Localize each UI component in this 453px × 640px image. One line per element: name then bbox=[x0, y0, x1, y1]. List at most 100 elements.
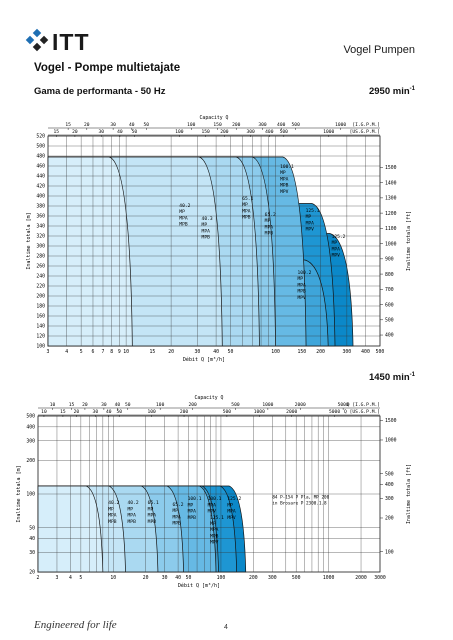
y-right-tick-label: 100 bbox=[385, 549, 394, 555]
igpm-tick: 20 bbox=[84, 122, 90, 128]
y-tick-label: 380 bbox=[36, 204, 45, 210]
usgpm-tick: 50 bbox=[116, 409, 122, 415]
y-tick-label: 40 bbox=[29, 536, 35, 542]
x-tick-label: 150 bbox=[298, 349, 307, 355]
x-tick-label: 40 bbox=[175, 575, 181, 581]
series-label: MPB bbox=[265, 231, 274, 237]
x-tick-label: 10 bbox=[110, 575, 116, 581]
usgpm-tick: 400 bbox=[265, 129, 274, 135]
x-tick-label: 4 bbox=[69, 575, 72, 581]
series-label: MP bbox=[242, 202, 248, 208]
x-tick-label: 2 bbox=[37, 575, 40, 581]
series-label: MP bbox=[202, 222, 208, 228]
y-tick-label: 100 bbox=[36, 344, 45, 350]
igpm-tick: 1000 bbox=[262, 402, 273, 408]
x-tick-label: 5 bbox=[80, 349, 83, 355]
y-tick-label: 340 bbox=[36, 224, 45, 230]
series-label: MP bbox=[188, 502, 194, 508]
series-label: MPV bbox=[208, 509, 217, 515]
y-tick-label: 100 bbox=[26, 492, 35, 498]
y-right-tick-label: 500 bbox=[385, 471, 394, 477]
x-axis-title: Débit Q [m³/h] bbox=[183, 356, 225, 363]
y-tick-label: 30 bbox=[29, 550, 35, 556]
x-tick-label: 4 bbox=[65, 349, 68, 355]
series-label: 125.2 bbox=[332, 234, 346, 240]
series-label: MPA bbox=[280, 176, 289, 182]
igpm-tick: 20 bbox=[82, 402, 88, 408]
itt-logo-icon bbox=[25, 28, 49, 52]
series-label: MPB bbox=[148, 519, 157, 525]
y-tick-label: 400 bbox=[26, 425, 35, 431]
igpm-tick: 15 bbox=[69, 402, 75, 408]
footer-tagline: Engineered for life bbox=[34, 619, 117, 631]
series-label: 100.2 bbox=[298, 270, 312, 276]
series-label: MPA bbox=[172, 514, 181, 520]
igpm-tick: 1000 bbox=[335, 122, 346, 128]
x-tick-label: 3 bbox=[56, 575, 59, 581]
y-tick-label: 260 bbox=[36, 264, 45, 270]
y-right-tick-label: 800 bbox=[385, 272, 394, 278]
page-subtitle: Gama de performanta - 50 Hz bbox=[34, 86, 166, 97]
series-label: MP bbox=[172, 508, 178, 514]
igpm-tick: 200 bbox=[188, 402, 197, 408]
y-tick-label: 140 bbox=[36, 324, 45, 330]
series-label: MPA bbox=[188, 509, 197, 515]
x-tick-label: 3 bbox=[47, 349, 50, 355]
x-tick-label: 2000 bbox=[355, 575, 367, 581]
series-label: 40.2 bbox=[179, 203, 190, 209]
y-right-tick-label: 700 bbox=[385, 287, 394, 293]
series-label: 125.1 bbox=[306, 208, 320, 214]
y-tick-label: 50 bbox=[29, 525, 35, 531]
igpm-tick: 30 bbox=[101, 402, 107, 408]
usgpm-tick: 15 bbox=[60, 409, 66, 415]
x-tick-label: 30 bbox=[195, 349, 201, 355]
x-tick-label: 500 bbox=[292, 575, 301, 581]
y-right-tick-label: 1400 bbox=[385, 180, 397, 186]
series-label: MP bbox=[332, 240, 338, 246]
x-tick-label: 50 bbox=[186, 575, 192, 581]
igpm-unit: [I.G.P.M.] bbox=[352, 122, 380, 128]
series-label: MPV bbox=[227, 515, 236, 521]
series-label: 40.3 bbox=[202, 216, 213, 222]
chart-note: 84 P-154 P Pla, MP 200 bbox=[272, 495, 329, 501]
usgpm-tick: 30 bbox=[93, 409, 99, 415]
chart-2-speed-label: 1450 min-1 bbox=[368, 372, 415, 384]
series-label: MPB bbox=[242, 215, 251, 221]
series-label: 100.1 bbox=[280, 164, 294, 170]
y-tick-label: 200 bbox=[36, 294, 45, 300]
page-title: Vogel - Pompe multietajate bbox=[34, 62, 181, 74]
y-tick-label: 280 bbox=[36, 254, 45, 260]
usgpm-tick: 200 bbox=[220, 129, 229, 135]
y-tick-label: 320 bbox=[36, 234, 45, 240]
usgpm-tick: 20 bbox=[72, 129, 78, 135]
y-tick-label: 300 bbox=[26, 438, 35, 444]
igpm-tick: 2000 bbox=[295, 402, 306, 408]
series-label: MPA bbox=[128, 513, 137, 519]
y-tick-label: 180 bbox=[36, 304, 45, 310]
y-right-tick-label: 1200 bbox=[385, 211, 397, 217]
x-tick-label: 100 bbox=[217, 575, 226, 581]
y-tick-label: 200 bbox=[26, 458, 35, 464]
y-axis-title-left: Inaltime totala [m] bbox=[16, 465, 22, 522]
usgpm-tick: 30 bbox=[98, 129, 104, 135]
y-right-tick-label: 400 bbox=[385, 482, 394, 488]
igpm-tick: 500 bbox=[231, 402, 240, 408]
usgpm-tick: 100 bbox=[175, 129, 184, 135]
series-label: MP bbox=[265, 218, 271, 224]
usgpm-tick: 150 bbox=[202, 129, 211, 135]
y-right-tick-label: 1300 bbox=[385, 196, 397, 202]
igpm-tick: 300 bbox=[258, 122, 267, 128]
series-label: MP bbox=[227, 502, 233, 508]
igpm-unit: Q [I.G.P.M.] bbox=[347, 402, 380, 408]
series-label: 40.2 bbox=[128, 500, 139, 506]
x-tick-label: 30 bbox=[162, 575, 168, 581]
igpm-tick: 40 bbox=[115, 402, 121, 408]
chart-1-speed-label: 2950 min-1 bbox=[368, 86, 415, 98]
y-right-tick-label: 1500 bbox=[385, 165, 397, 171]
x-tick-label: 20 bbox=[168, 349, 174, 355]
x-tick-label: 10 bbox=[123, 349, 129, 355]
igpm-tick: 15 bbox=[65, 122, 71, 128]
y-tick-label: 500 bbox=[26, 414, 35, 420]
y-tick-label: 460 bbox=[36, 164, 45, 170]
